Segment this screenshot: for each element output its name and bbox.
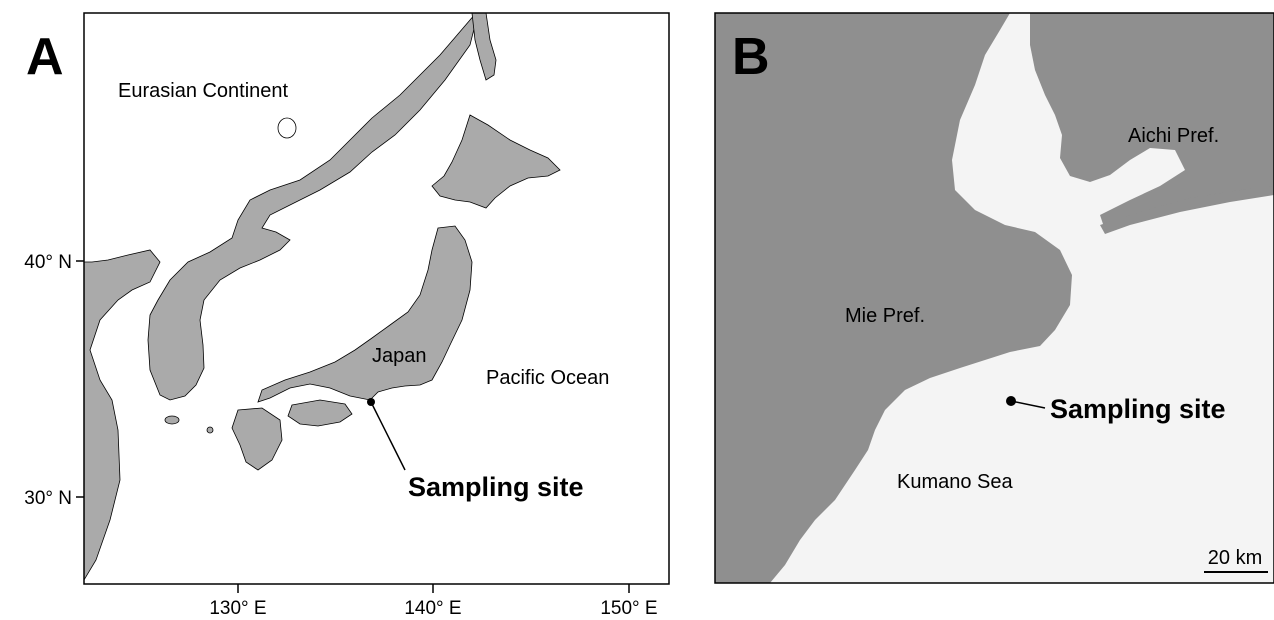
lon-label-130: 130° E xyxy=(209,598,266,619)
scale-bar-label: 20 km xyxy=(1208,547,1262,569)
panel-a-frame xyxy=(83,12,670,585)
honshu-island xyxy=(257,225,473,403)
aichi-landmass xyxy=(1030,13,1274,230)
kyushu-island xyxy=(231,407,283,471)
label-sampling-site-a: Sampling site xyxy=(408,472,584,502)
panel-a-map: 40° N 30° N 130° E 140° E 150° E A Euras… xyxy=(24,12,670,619)
label-mie-pref: Mie Pref. xyxy=(845,305,925,327)
panel-a-letter: A xyxy=(26,28,64,86)
panel-b-letter: B xyxy=(732,28,770,86)
atsumi-peninsula xyxy=(1100,186,1274,234)
lon-label-150: 150° E xyxy=(600,598,657,619)
mie-landmass xyxy=(715,13,1072,583)
sampling-site-leader-a xyxy=(370,401,406,471)
sakhalin-island xyxy=(471,13,497,81)
hokkaido-island xyxy=(431,114,561,209)
lat-label-40: 40° N xyxy=(24,252,72,273)
label-sampling-site-b: Sampling site xyxy=(1050,394,1226,424)
label-pacific-ocean: Pacific Ocean xyxy=(486,367,609,389)
lon-label-140: 140° E xyxy=(404,598,461,619)
label-japan: Japan xyxy=(372,345,427,367)
label-eurasian-continent: Eurasian Continent xyxy=(118,80,289,102)
label-kumano-sea: Kumano Sea xyxy=(897,471,1014,493)
lat-label-30: 30° N xyxy=(24,488,72,509)
eurasia-landmass xyxy=(84,13,479,581)
panel-b-frame xyxy=(714,12,1274,584)
sampling-site-leader-b xyxy=(1010,400,1046,409)
label-aichi-pref: Aichi Pref. xyxy=(1128,125,1219,147)
panel-b-map: B Aichi Pref. Mie Pref. Kumano Sea Sampl… xyxy=(714,12,1274,584)
shikoku-island xyxy=(287,399,353,427)
